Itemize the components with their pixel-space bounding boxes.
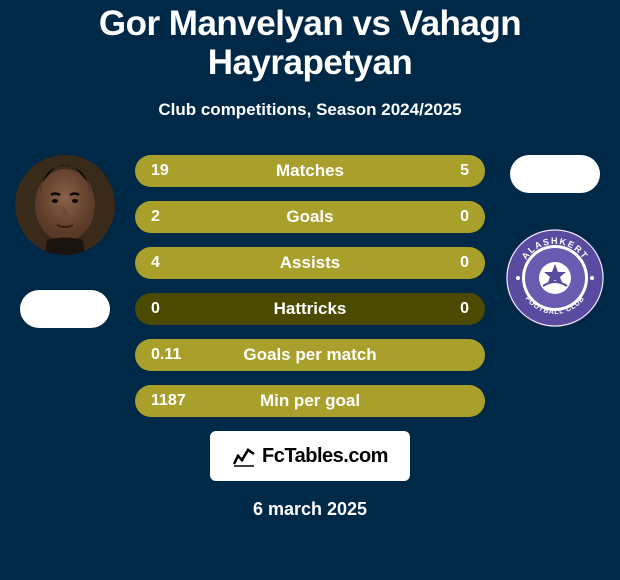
player-left-column <box>10 155 120 328</box>
stat-label: Matches <box>276 161 344 181</box>
stat-row: 2 Goals 0 <box>135 201 485 233</box>
chart-icon <box>232 444 256 468</box>
stat-row: 4 Assists 0 <box>135 247 485 279</box>
stat-label: Goals <box>286 207 333 227</box>
stat-value-right: 5 <box>460 162 469 180</box>
player-left-photo <box>15 155 115 255</box>
comparison-infographic: Gor Manvelyan vs Vahagn Hayrapetyan Club… <box>0 0 620 580</box>
stat-row: 0 Hattricks 0 <box>135 293 485 325</box>
branding-text: FcTables.com <box>262 445 388 468</box>
page-title: Gor Manvelyan vs Vahagn Hayrapetyan <box>0 5 620 82</box>
stats-area: ALASHKERT FOOTBALL CLUB 19 Matches 5 2 Goals… <box>0 155 620 520</box>
stat-label: Assists <box>280 253 340 273</box>
stat-label: Hattricks <box>274 299 347 319</box>
stat-value-left: 2 <box>151 208 160 226</box>
stat-label: Min per goal <box>260 391 360 411</box>
stat-value-left: 19 <box>151 162 169 180</box>
player-left-flag <box>20 290 110 328</box>
player-right-club-logo: ALASHKERT FOOTBALL CLUB <box>505 228 605 328</box>
stat-fill-right <box>412 155 486 187</box>
stat-value-right: 0 <box>460 208 469 226</box>
subtitle: Club competitions, Season 2024/2025 <box>158 100 461 120</box>
stat-value-left: 0 <box>151 300 160 318</box>
stat-row: 0.11 Goals per match <box>135 339 485 371</box>
stat-rows: 19 Matches 5 2 Goals 0 4 Assists 0 0 Hattricks 0 0.1… <box>135 155 485 417</box>
stat-value-left: 4 <box>151 254 160 272</box>
stat-value-left: 0.11 <box>151 346 181 364</box>
stat-row: 1187 Min per goal <box>135 385 485 417</box>
stat-fill-left <box>135 155 412 187</box>
stat-value-right: 0 <box>460 300 469 318</box>
stat-row: 19 Matches 5 <box>135 155 485 187</box>
player-right-column: ALASHKERT FOOTBALL CLUB <box>500 155 610 363</box>
stat-value-left: 1187 <box>151 392 186 410</box>
player-right-flag <box>510 155 600 193</box>
stat-label: Goals per match <box>243 345 376 365</box>
branding-badge: FcTables.com <box>210 431 410 481</box>
stat-value-right: 0 <box>460 254 469 272</box>
date-text: 6 march 2025 <box>253 499 367 520</box>
